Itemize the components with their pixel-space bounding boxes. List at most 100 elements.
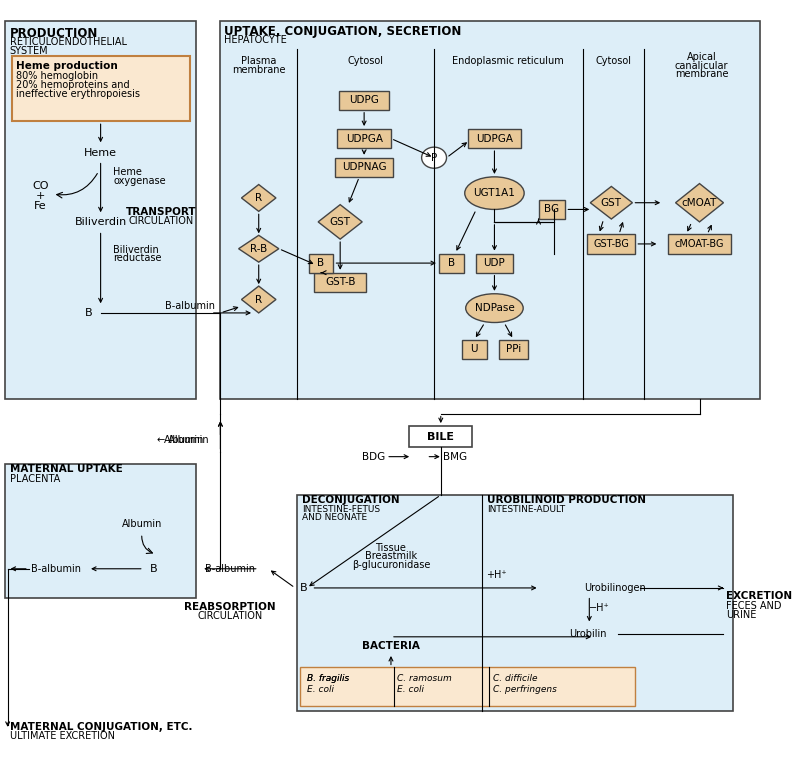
Text: +: +	[36, 191, 45, 201]
Bar	[13, 56, 190, 122]
Polygon shape	[318, 204, 362, 239]
Text: Apical: Apical	[686, 52, 717, 62]
Text: ← Albumin: ← Albumin	[157, 435, 209, 445]
Text: U: U	[471, 344, 478, 354]
Ellipse shape	[464, 177, 524, 210]
Text: UGT1A1: UGT1A1	[473, 188, 516, 198]
Text: P: P	[431, 153, 437, 163]
Polygon shape	[239, 236, 279, 262]
Bar	[539, 200, 565, 219]
Text: SYSTEM: SYSTEM	[10, 46, 48, 55]
Text: +H⁺: +H⁺	[486, 569, 507, 580]
Text: CIRCULATION: CIRCULATION	[197, 611, 263, 621]
Bar	[338, 129, 391, 148]
Text: UDPNAG: UDPNAG	[342, 163, 386, 173]
Text: Endoplasmic reticulum: Endoplasmic reticulum	[452, 56, 563, 66]
Text: NDPase: NDPase	[475, 303, 515, 313]
Text: oxygenase: oxygenase	[113, 176, 166, 185]
Text: membrane: membrane	[232, 65, 286, 74]
Bar	[314, 273, 366, 292]
Text: Heme: Heme	[84, 148, 117, 158]
Text: CO: CO	[32, 182, 49, 192]
Text: Urobilin: Urobilin	[569, 629, 606, 639]
Bar	[668, 234, 731, 254]
Text: UDPG: UDPG	[350, 95, 379, 105]
Polygon shape	[676, 184, 724, 222]
Bar	[339, 90, 389, 109]
Text: BMG: BMG	[443, 451, 467, 461]
Text: PRODUCTION: PRODUCTION	[10, 27, 98, 40]
Text: −H⁺: −H⁺	[588, 603, 609, 613]
Text: Fe: Fe	[34, 201, 46, 211]
Text: Heme: Heme	[113, 167, 142, 177]
Text: cMOAT-BG: cMOAT-BG	[675, 239, 725, 249]
Bar	[5, 464, 196, 598]
Text: URINE: URINE	[726, 610, 757, 619]
Text: membrane: membrane	[674, 69, 729, 79]
Text: reductase: reductase	[113, 253, 161, 263]
Text: BG: BG	[544, 204, 559, 214]
Text: 20% hemoproteins and: 20% hemoproteins and	[16, 80, 130, 90]
Text: BILE: BILE	[427, 432, 454, 442]
Text: GST: GST	[601, 198, 622, 207]
Text: Cytosol: Cytosol	[347, 56, 383, 66]
Text: TRANSPORT: TRANSPORT	[125, 207, 196, 217]
Bar	[335, 157, 393, 177]
Ellipse shape	[421, 147, 447, 168]
Ellipse shape	[466, 294, 523, 322]
Text: cMOAT: cMOAT	[681, 198, 717, 207]
Text: R-B: R-B	[250, 244, 267, 254]
Text: B: B	[149, 564, 157, 574]
Text: B-albumin: B-albumin	[164, 301, 215, 311]
Bar	[5, 21, 196, 399]
Bar	[468, 129, 521, 148]
Text: C. perfringens: C. perfringens	[492, 685, 556, 694]
Text: MATERNAL CONJUGATION, ETC.: MATERNAL CONJUGATION, ETC.	[10, 722, 192, 732]
Text: HEPATOCYTE: HEPATOCYTE	[224, 35, 287, 45]
Text: GST-B: GST-B	[325, 277, 355, 287]
Bar	[409, 426, 472, 447]
Text: PPi: PPi	[506, 344, 521, 354]
Bar	[309, 254, 334, 273]
Text: PLACENTA: PLACENTA	[10, 473, 60, 483]
Text: 80% hemoglobin: 80% hemoglobin	[16, 71, 98, 81]
Polygon shape	[591, 186, 633, 219]
Text: C. difficile: C. difficile	[492, 673, 537, 682]
Text: FECES AND: FECES AND	[726, 601, 782, 611]
Bar	[587, 234, 635, 254]
Text: β-glucuronidase: β-glucuronidase	[352, 560, 430, 570]
Text: Biliverdin: Biliverdin	[74, 217, 127, 227]
Text: UDP: UDP	[484, 258, 505, 268]
Text: Tissue: Tissue	[376, 543, 406, 553]
Text: Albumin: Albumin	[164, 435, 204, 445]
Text: Heme production: Heme production	[16, 61, 118, 71]
Text: EXCRETION: EXCRETION	[726, 591, 792, 600]
Polygon shape	[242, 286, 276, 313]
Text: E. coli: E. coli	[397, 685, 424, 694]
Text: B: B	[85, 308, 93, 318]
Text: Albumin: Albumin	[121, 519, 162, 529]
Bar	[297, 495, 733, 711]
Text: UROBILINOID PRODUCTION: UROBILINOID PRODUCTION	[487, 495, 646, 505]
Text: GST-BG: GST-BG	[594, 239, 630, 249]
Text: B: B	[318, 258, 325, 268]
Text: B-albumin: B-albumin	[30, 564, 81, 574]
Text: UDPGA: UDPGA	[476, 134, 513, 144]
Text: ineffective erythropoiesis: ineffective erythropoiesis	[16, 89, 140, 99]
Text: BACTERIA: BACTERIA	[362, 641, 420, 651]
Text: AND NEONATE: AND NEONATE	[302, 512, 367, 521]
Text: CIRCULATION: CIRCULATION	[128, 216, 194, 226]
Text: MATERNAL UPTAKE: MATERNAL UPTAKE	[10, 464, 122, 474]
Bar	[476, 254, 512, 273]
Text: INTESTINE-ADULT: INTESTINE-ADULT	[487, 505, 565, 514]
Text: Biliverdin: Biliverdin	[113, 245, 159, 255]
Text: B-albumin: B-albumin	[205, 564, 255, 574]
Text: B. fragilis: B. fragilis	[306, 673, 349, 682]
Text: E. coli: E. coli	[306, 685, 334, 694]
Text: GST: GST	[330, 217, 350, 227]
Text: BDG: BDG	[362, 451, 385, 461]
Text: INTESTINE-FETUS: INTESTINE-FETUS	[302, 505, 380, 514]
Bar	[462, 340, 487, 359]
Text: C. ramosum: C. ramosum	[397, 673, 452, 682]
Bar	[500, 340, 528, 359]
